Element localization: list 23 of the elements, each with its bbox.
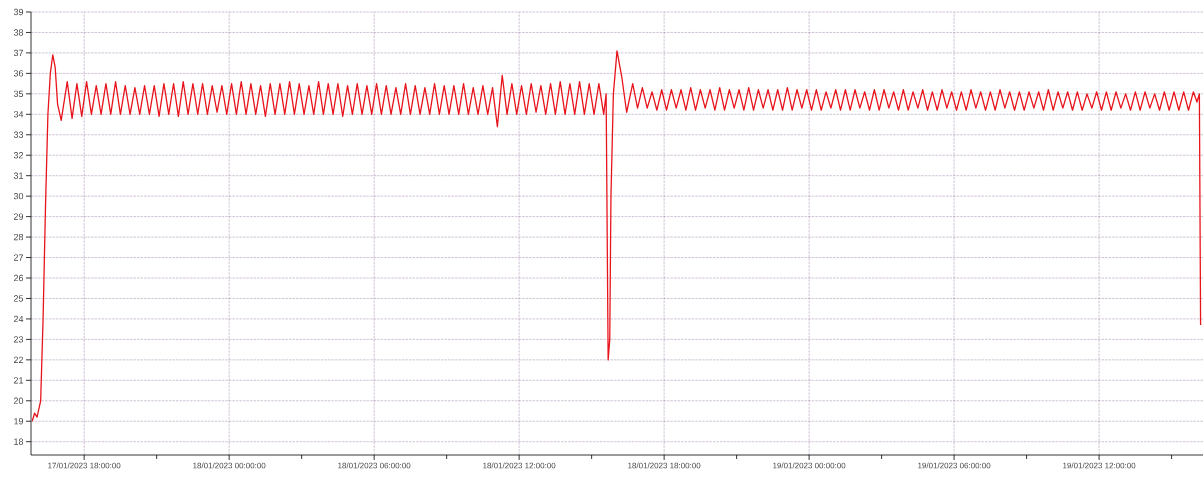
y-tick-label: 25 (13, 295, 24, 302)
y-tick-label: 28 (13, 233, 24, 241)
y-tick-label: 20 (13, 397, 24, 404)
y-tick-label: 32 (13, 152, 24, 159)
y-tick-label: 30 (13, 192, 24, 200)
y-tick-label: 35 (13, 90, 24, 98)
y-tick-label: 37 (13, 49, 24, 57)
line-series (31, 50, 1202, 422)
y-tick-label: 26 (13, 274, 24, 282)
y-tick-label: 27 (13, 254, 24, 261)
y-tick-label: 38 (13, 29, 24, 36)
y-tick-label: 36 (13, 70, 24, 77)
y-tick-label: 39 (13, 8, 24, 16)
y-tick-label: 18 (14, 438, 24, 445)
y-tick-label: 33 (13, 131, 24, 138)
y-tick-label: 19 (14, 418, 24, 425)
y-tick-label: 24 (13, 315, 24, 323)
y-tick-label: 29 (13, 213, 24, 220)
y-tick-label: 31 (13, 172, 24, 179)
y-tick-label: 21 (13, 377, 24, 384)
y-tick-label: 23 (13, 336, 24, 343)
y-tick-label: 34 (13, 111, 24, 118)
y-tick-label: 22 (13, 356, 24, 363)
